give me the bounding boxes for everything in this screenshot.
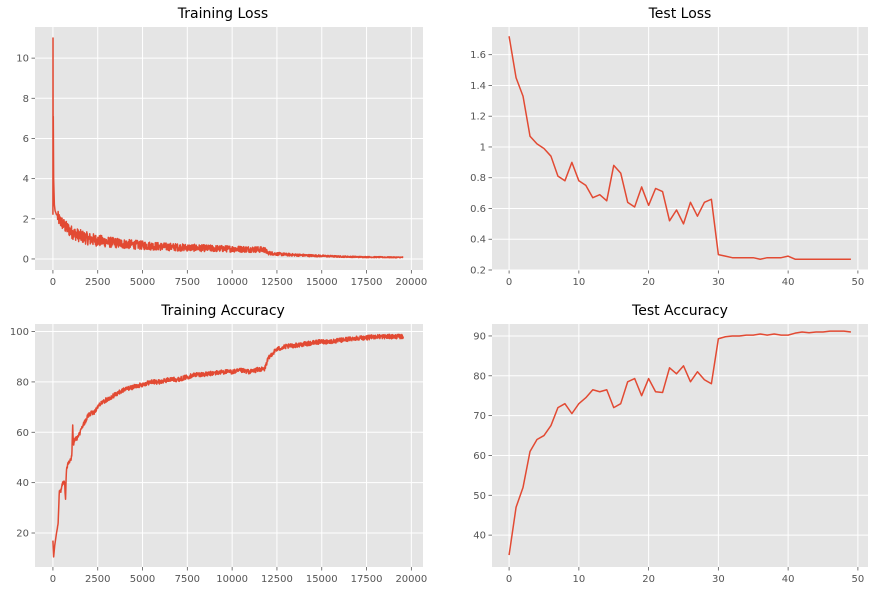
training-accuracy-y-tick-label: 100: [10, 327, 29, 338]
test-accuracy-x-tick-label: 30: [712, 574, 725, 585]
training-accuracy-x-tick-label: 2500: [85, 574, 110, 585]
training-loss-x-tick-label: 12500: [261, 277, 293, 288]
test-loss-y-tick-label: 0.6: [470, 204, 486, 215]
test-loss-y-tick-label: 1.6: [470, 50, 486, 61]
training-loss-series-line: [52, 37, 404, 259]
training-accuracy-title: Training Accuracy: [160, 303, 285, 319]
training-accuracy-x-tick-label: 0: [50, 574, 56, 585]
training-loss-chart: Training Loss 0 2500 5000 7500 10000 12500 150…: [16, 6, 427, 288]
training-loss-y-tick-label: 10: [16, 54, 29, 65]
test-accuracy-x-tick-label: 0: [506, 574, 512, 585]
test-accuracy-plot-area: [492, 324, 868, 567]
test-accuracy-x-tick-label: 20: [642, 574, 655, 585]
test-accuracy-x-tick-label: 10: [572, 574, 585, 585]
training-loss-y-tick-label: 0: [23, 254, 29, 265]
test-accuracy-y-tick-label: 60: [473, 451, 486, 462]
training-accuracy-x-tick-label: 17500: [351, 574, 383, 585]
training-accuracy-y-tick-label: 80: [16, 377, 29, 388]
test-accuracy-x-tick-label: 40: [782, 574, 795, 585]
test-accuracy-chart: Test Accuracy 0 10 20 30 40 50 40 50 60 70 80 90: [473, 303, 868, 585]
test-loss-x-tick-label: 50: [852, 277, 865, 288]
training-accuracy-x-tick-label: 5000: [130, 574, 155, 585]
training-accuracy-y-tick-label: 40: [16, 478, 29, 489]
test-loss-plot-area: [492, 27, 868, 270]
training-loss-y-tick-label: 8: [23, 94, 29, 105]
test-accuracy-y-tick-label: 50: [473, 491, 486, 502]
training-loss-y-tick-label: 4: [23, 174, 29, 185]
test-accuracy-series-line: [508, 330, 851, 556]
test-loss-y-tick-label: 0.2: [470, 266, 486, 277]
test-accuracy-title: Test Accuracy: [631, 303, 728, 319]
test-loss-y-tick-label: 1.4: [470, 81, 486, 92]
training-loss-x-tick-label: 7500: [175, 277, 200, 288]
training-accuracy-x-tick-label: 20000: [395, 574, 427, 585]
training-loss-x-tick-label: 5000: [130, 277, 155, 288]
training-loss-x-tick-label: 2500: [85, 277, 110, 288]
training-accuracy-plot-area: [35, 324, 423, 567]
test-accuracy-y-tick-label: 90: [473, 331, 486, 342]
training-accuracy-chart: Training Accuracy 0 2500 5000 7500 10000 1250…: [10, 303, 427, 585]
training-loss-x-tick-label: 0: [50, 277, 56, 288]
test-accuracy-y-tick-label: 80: [473, 371, 486, 382]
training-loss-x-tick-label: 10000: [216, 277, 248, 288]
test-loss-title: Test Loss: [648, 6, 712, 22]
training-loss-y-tick-label: 2: [23, 214, 29, 225]
training-accuracy-x-tick-label: 10000: [216, 574, 248, 585]
test-loss-y-tick-label: 0.4: [470, 235, 486, 246]
training-accuracy-x-tick-label: 7500: [175, 574, 200, 585]
test-accuracy-y-tick-label: 40: [473, 531, 486, 542]
training-accuracy-x-tick-label: 12500: [261, 574, 293, 585]
training-accuracy-y-tick-label: 20: [16, 529, 29, 540]
training-loss-x-tick-label: 20000: [395, 277, 427, 288]
training-accuracy-x-tick-label: 15000: [306, 574, 338, 585]
test-accuracy-y-tick-label: 70: [473, 411, 486, 422]
training-loss-title: Training Loss: [177, 6, 268, 22]
training-loss-x-tick-label: 15000: [306, 277, 338, 288]
test-loss-y-tick-label: 0.8: [470, 173, 486, 184]
test-loss-x-tick-label: 0: [506, 277, 512, 288]
test-loss-x-tick-label: 30: [712, 277, 725, 288]
test-accuracy-x-tick-label: 50: [852, 574, 865, 585]
test-loss-y-tick-label: 1.2: [470, 112, 486, 123]
test-loss-chart: Test Loss 0 10 20 30 40 50 0.2 0.4 0.6 0.8 1 1.2 1.4…: [470, 6, 868, 288]
training-accuracy-series-line: [52, 333, 405, 558]
training-loss-x-tick-label: 17500: [351, 277, 383, 288]
test-loss-series-line: [508, 36, 851, 260]
test-loss-x-tick-label: 10: [572, 277, 585, 288]
test-loss-x-tick-label: 20: [642, 277, 655, 288]
training-loss-y-tick-label: 6: [23, 134, 29, 145]
test-loss-y-tick-label: 1: [480, 142, 486, 153]
test-loss-x-tick-label: 40: [782, 277, 795, 288]
training-accuracy-y-tick-label: 60: [16, 428, 29, 439]
training-loss-plot-area: [35, 27, 423, 270]
